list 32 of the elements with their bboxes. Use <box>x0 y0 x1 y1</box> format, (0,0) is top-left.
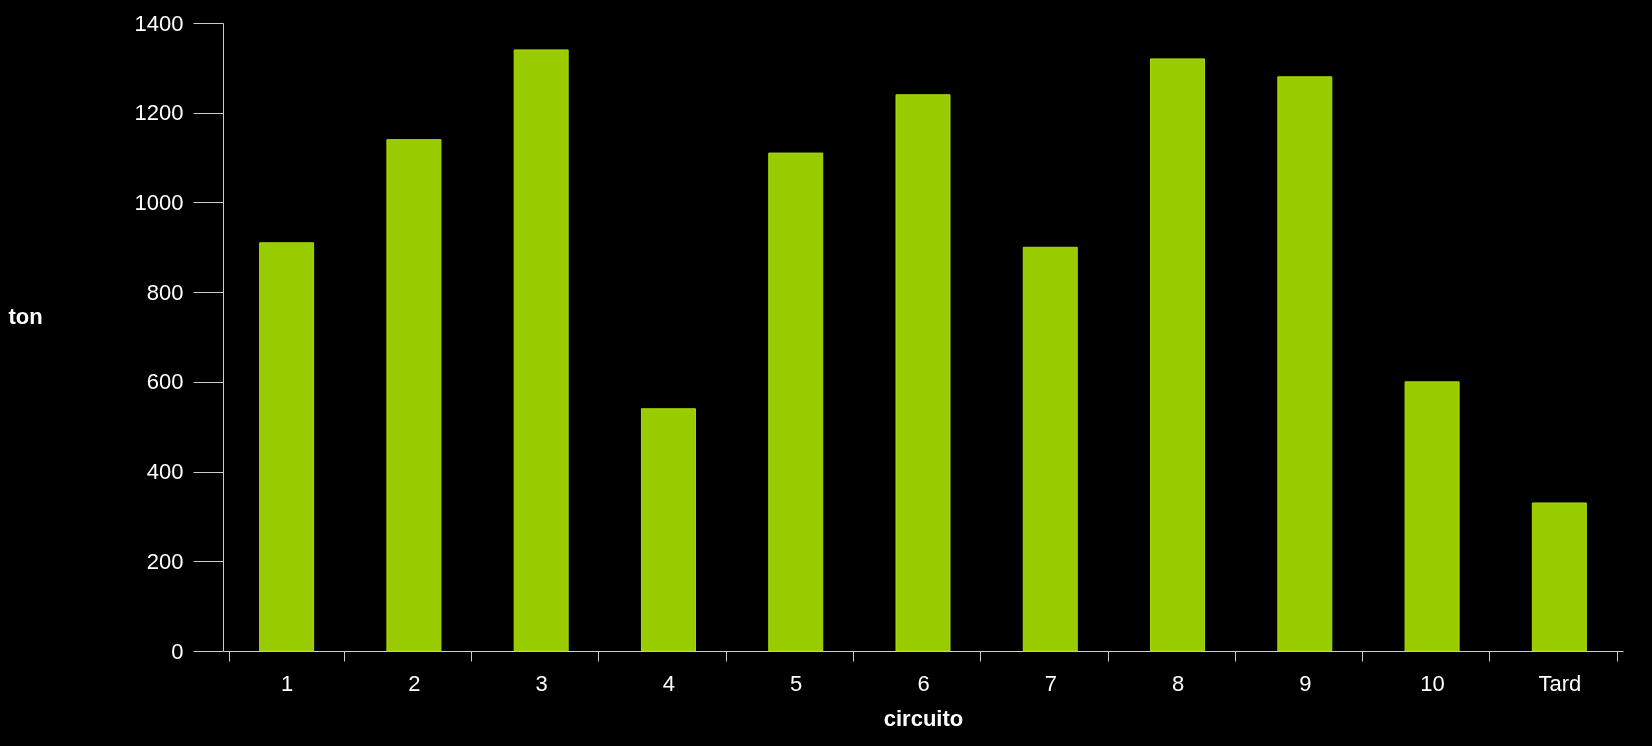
x-tick-label: 10 <box>1420 670 1445 696</box>
bar <box>1531 502 1587 652</box>
y-tick-label: 200 <box>146 548 184 574</box>
y-tick-label: 0 <box>171 638 184 664</box>
y-tick-label: 1400 <box>134 10 184 36</box>
x-tick-label: 6 <box>917 670 930 696</box>
bar <box>386 139 442 652</box>
y-tick-label: 1000 <box>134 189 184 215</box>
bar <box>895 94 951 652</box>
y-tick-label: 800 <box>146 279 184 305</box>
y-tick-label: 1200 <box>134 100 184 126</box>
x-tick-label: 2 <box>408 670 421 696</box>
bar <box>259 242 315 652</box>
bar <box>640 408 696 652</box>
bar <box>1404 381 1460 652</box>
y-axis-title: ton <box>8 303 43 329</box>
bar <box>768 152 824 652</box>
x-tick-label: Tard <box>1538 670 1582 696</box>
x-tick-label: 3 <box>535 670 548 696</box>
bar <box>1022 246 1078 652</box>
bar <box>513 49 569 652</box>
x-axis-title: circuito <box>883 705 964 731</box>
y-tick-label: 600 <box>146 369 184 395</box>
x-tick-label: 8 <box>1171 670 1185 696</box>
x-tick-label: 5 <box>790 670 803 696</box>
x-tick-label: 9 <box>1299 670 1312 696</box>
bar <box>1150 58 1206 652</box>
x-tick-label: 1 <box>281 670 294 696</box>
y-tick-label: 400 <box>146 459 184 485</box>
x-tick-label: 4 <box>662 670 676 696</box>
bar <box>1277 76 1333 652</box>
x-tick-label: 7 <box>1044 670 1057 696</box>
